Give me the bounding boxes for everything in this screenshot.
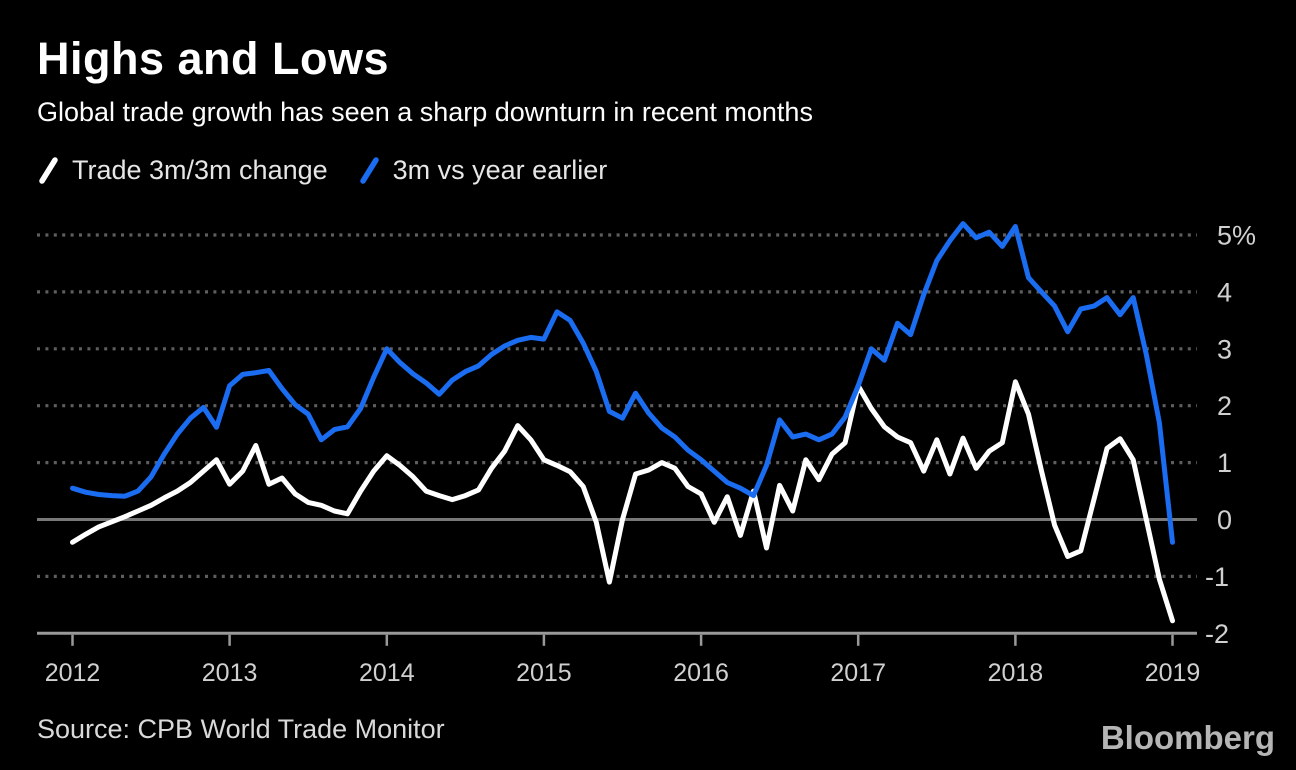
x-axis-label: 2017 [830,659,886,687]
x-axis-label: 2012 [45,659,101,687]
legend-item-3m-vs-year: 3m vs year earlier [358,155,608,186]
chart-legend: Trade 3m/3m change 3m vs year earlier [37,155,607,186]
white-slash-icon [39,156,58,184]
chart-subtitle: Global trade growth has seen a sharp dow… [37,97,813,127]
y-axis-label: 0 [1217,505,1232,535]
y-axis-label: -2 [1205,619,1229,649]
y-axis-label: 3 [1217,334,1232,364]
x-axis-label: 2013 [202,659,258,687]
x-axis-label: 2015 [516,659,572,687]
y-axis-label: 2 [1217,391,1232,421]
series-line-3m-vs-year [70,221,1175,545]
page-title: Highs and Lows [37,33,390,84]
x-axis-label: 2018 [988,659,1044,687]
y-axis-label: 1 [1217,448,1232,478]
x-axis-label: 2016 [673,659,729,687]
x-axis-label: 2019 [1145,659,1201,687]
y-axis-label: 5% [1217,221,1256,251]
legend-item-trade-3m3m: Trade 3m/3m change [37,155,328,186]
series-line-trade-3m3m [70,379,1175,624]
y-axis-label: 4 [1217,277,1232,307]
bloomberg-logo: Bloomberg [1100,719,1275,756]
legend-label: Trade 3m/3m change [72,155,328,185]
y-axis-label: -1 [1205,562,1229,592]
blue-slash-icon [359,156,379,184]
legend-label: 3m vs year earlier [392,155,608,185]
source-note: Source: CPB World Trade Monitor [37,714,445,744]
x-axis-label: 2014 [359,659,415,687]
